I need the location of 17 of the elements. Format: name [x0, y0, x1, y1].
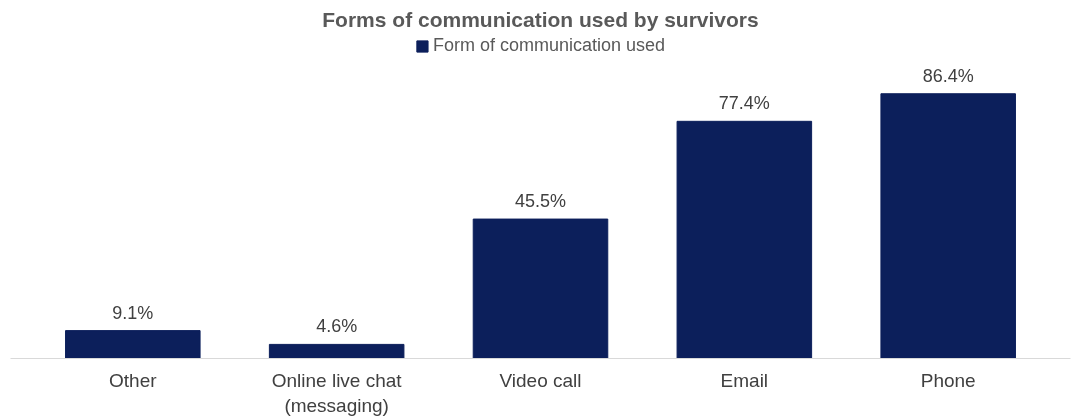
bar [880, 93, 1016, 359]
x-tick-label: Other [109, 369, 158, 391]
x-tick-label: Video call [499, 369, 582, 391]
data-label: 77.4% [718, 93, 770, 114]
bar [676, 120, 813, 359]
x-tick-label: Phone [920, 369, 976, 391]
bar [472, 218, 609, 359]
x-tick-label: Email [720, 369, 769, 391]
bar [65, 330, 201, 359]
x-tick-label: Online live chat (messaging) [271, 369, 403, 416]
data-label: 45.5% [514, 191, 567, 212]
bar [268, 343, 405, 359]
data-label: 9.1% [112, 302, 154, 323]
data-label: 86.4% [922, 65, 974, 86]
chart-title: Forms of communication used by survivors [322, 7, 759, 31]
legend-label: Form of communication used [432, 35, 666, 56]
data-label: 4.6% [316, 316, 358, 337]
